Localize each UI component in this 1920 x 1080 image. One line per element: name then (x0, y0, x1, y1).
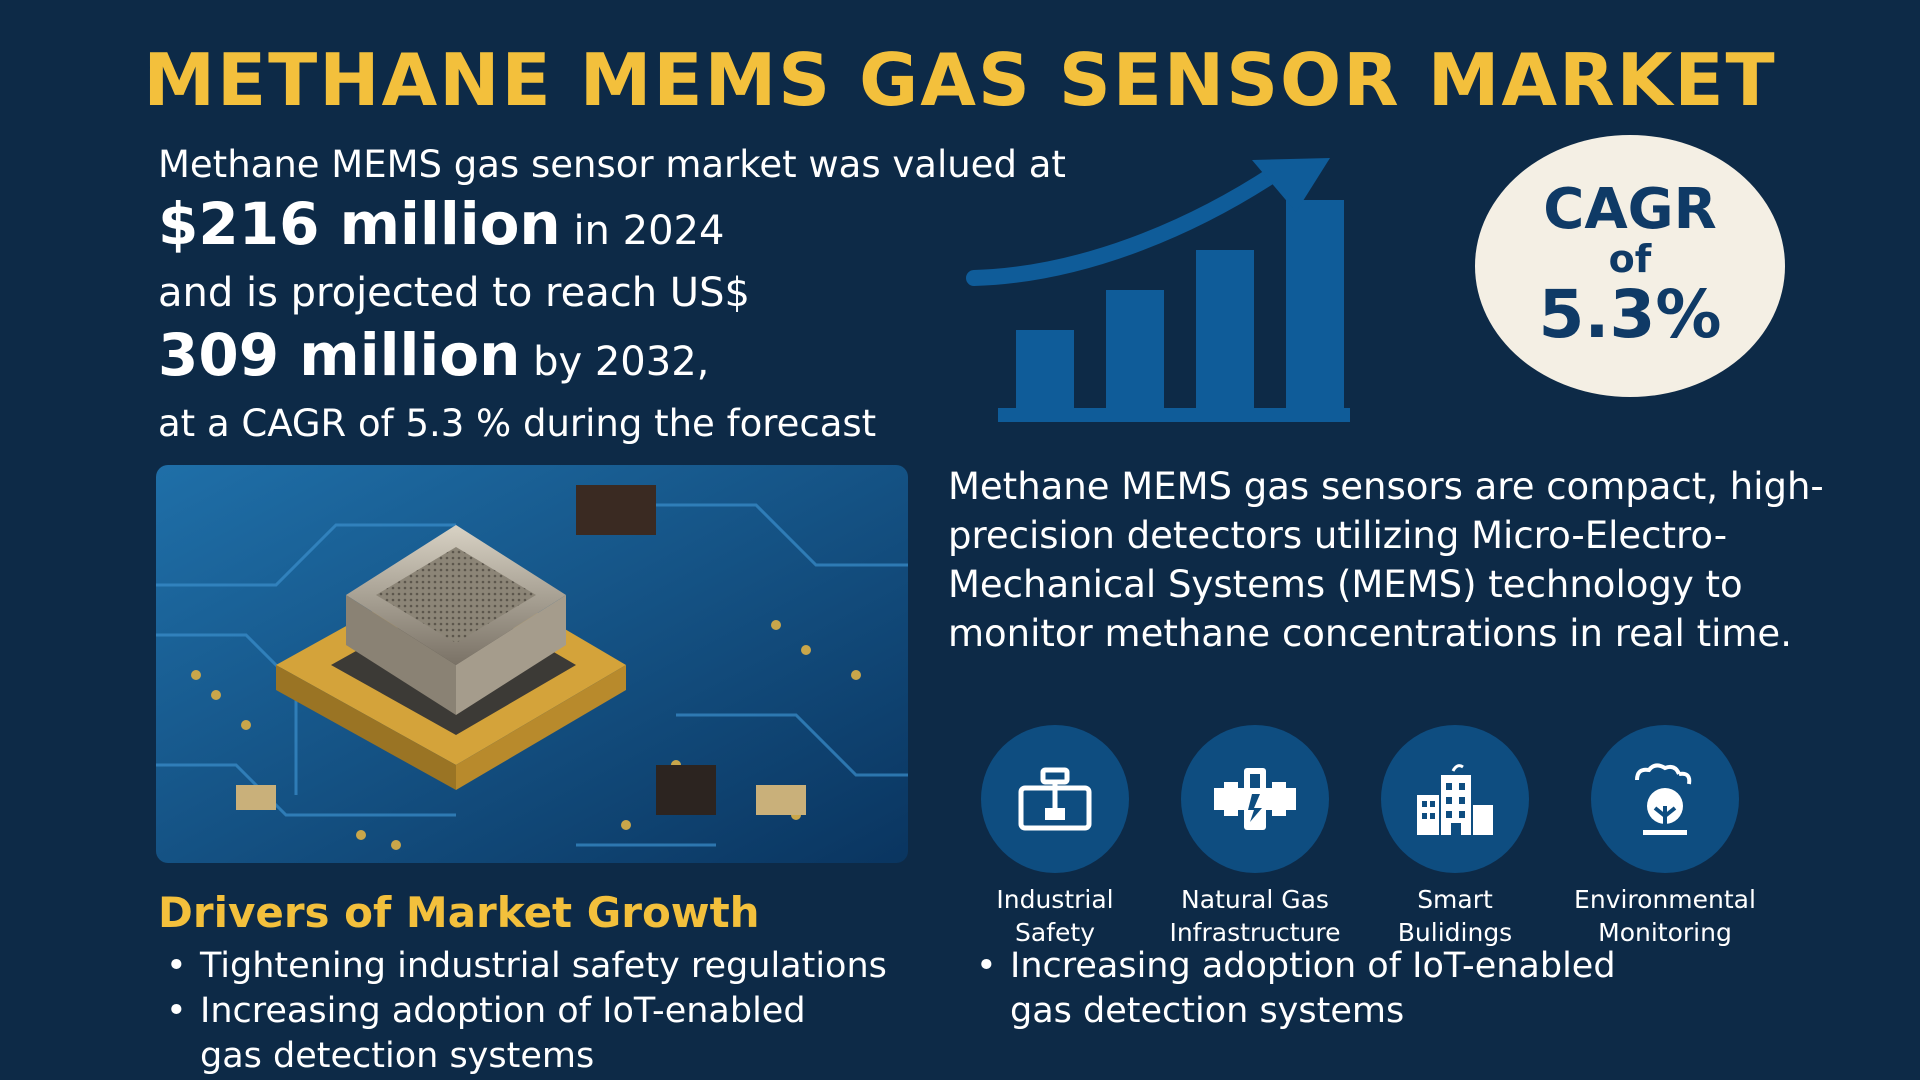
mems-sensor-image (156, 465, 908, 863)
cagr-badge-line-2: of (1608, 237, 1652, 281)
drivers-heading: Drivers of Market Growth (158, 888, 760, 937)
smart-buildings-icon (1381, 725, 1529, 873)
sector-label-line-2: Infrastructure (1169, 918, 1341, 947)
growth-arrow (966, 162, 1288, 286)
driver-item: Tightening industrial safety regulations (158, 944, 958, 989)
sector-label-line-2: Safety (1015, 918, 1095, 947)
sector-natural-gas-infrastructure: Natural Gas Infrastructure (1150, 725, 1360, 949)
driver-item: Increasing adoption of IoT-enabled gas d… (968, 944, 1728, 1034)
sector-label: Natural Gas Infrastructure (1150, 883, 1360, 949)
summary-line-4: 309 million by 2032, (158, 319, 988, 398)
growth-arrow-head (1252, 158, 1330, 212)
drivers-list-right: Increasing adoption of IoT-enabled gas d… (968, 944, 1728, 1034)
sector-label: Environmental Monitoring (1560, 883, 1770, 949)
cagr-badge-value: 5.3% (1538, 276, 1722, 353)
summary-line-5: at a CAGR of 5.3 % during the forecast (158, 402, 877, 445)
summary-line-2: $216 million in 2024 (158, 188, 988, 267)
cagr-badge: CAGR of 5.3% (1475, 135, 1785, 397)
chart-bar-3 (1196, 250, 1254, 412)
natural-gas-infrastructure-icon (1181, 725, 1329, 873)
summary-line-3: and is projected to reach US$ (158, 270, 750, 316)
sector-label: Smart Bulidings (1350, 883, 1560, 949)
driver-item-line-2: gas detection systems (200, 1036, 595, 1076)
summary-line-1: Methane MEMS gas sensor market was value… (158, 143, 1066, 186)
sector-label: Industrial Safety (950, 883, 1160, 949)
application-sectors: Industrial Safety Natural Gas Infrastruc… (950, 725, 1780, 947)
page-title: METHANE MEMS GAS SENSOR MARKET (143, 38, 1777, 122)
sector-label-line-1: Industrial (996, 885, 1114, 914)
driver-item-line-1: Tightening industrial safety regulations (200, 946, 887, 986)
sector-label-line-2: Bulidings (1397, 918, 1513, 947)
driver-item-line-1: Increasing adoption of IoT-enabled (200, 991, 806, 1031)
driver-item-line-1: Increasing adoption of IoT-enabled (1010, 946, 1616, 986)
drivers-list-left: Tightening industrial safety regulations… (158, 944, 958, 1079)
industrial-safety-icon (981, 725, 1129, 873)
chart-bar-2 (1106, 290, 1164, 412)
sector-label-line-1: Environmental (1574, 885, 1756, 914)
market-summary: Methane MEMS gas sensor market was value… (158, 142, 1066, 450)
sector-environmental-monitoring: Environmental Monitoring (1560, 725, 1770, 949)
summary-year-2024: in 2024 (573, 208, 725, 254)
environmental-monitoring-icon (1591, 725, 1739, 873)
sector-label-line-1: Natural Gas (1181, 885, 1329, 914)
value-2024: $216 million (158, 190, 561, 258)
growth-chart-icon (966, 158, 1350, 422)
sector-label-line-2: Monitoring (1598, 918, 1732, 947)
driver-item-line-2: gas detection systems (1010, 991, 1405, 1031)
sector-industrial-safety: Industrial Safety (950, 725, 1160, 949)
cagr-badge-line-1: CAGR (1543, 177, 1717, 242)
sensor-description: Methane MEMS gas sensors are compact, hi… (948, 465, 1824, 655)
chart-bar-1 (1016, 330, 1074, 412)
driver-item: Increasing adoption of IoT-enabled gas d… (158, 989, 958, 1079)
sector-label-line-1: Smart (1417, 885, 1493, 914)
summary-year-2032: by 2032, (533, 339, 710, 385)
sector-smart-buildings: Smart Bulidings (1350, 725, 1560, 949)
chart-baseline (998, 408, 1350, 422)
value-2032: 309 million (158, 321, 521, 389)
chart-bar-4 (1286, 200, 1344, 412)
